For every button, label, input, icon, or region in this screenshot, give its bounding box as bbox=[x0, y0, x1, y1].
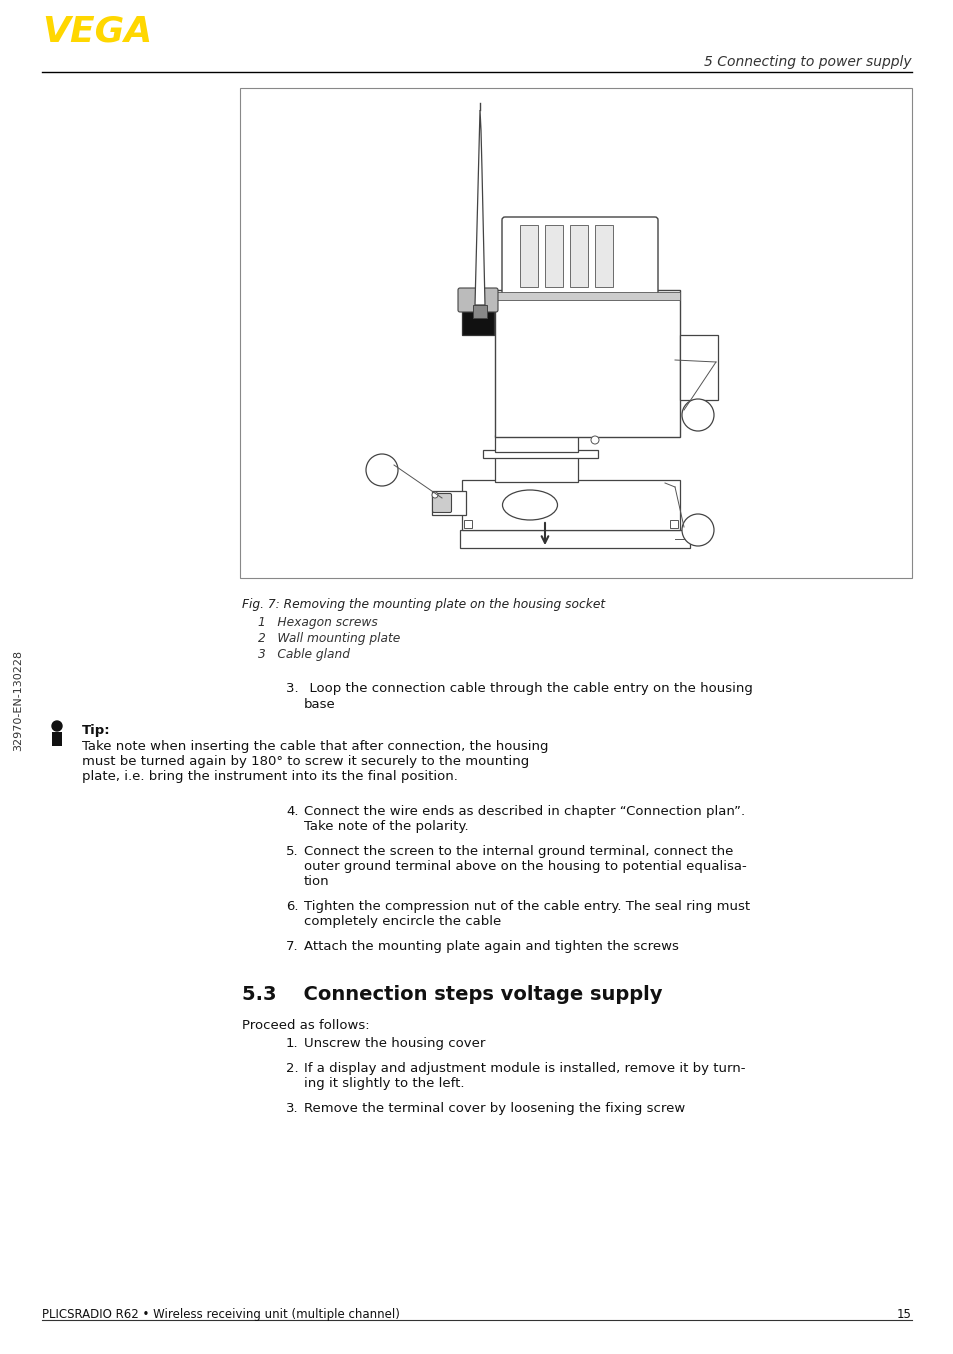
Text: 1.: 1. bbox=[286, 1037, 298, 1049]
Bar bbox=[459, 529, 689, 548]
Text: must be turned again by 180° to screw it securely to the mounting: must be turned again by 180° to screw it… bbox=[82, 756, 529, 768]
Text: VEGA: VEGA bbox=[42, 15, 152, 49]
Bar bbox=[544, 225, 562, 287]
Text: Remove the terminal cover by loosening the fixing screw: Remove the terminal cover by loosening t… bbox=[304, 1102, 684, 1114]
Text: Fig. 7: Removing the mounting plate on the housing socket: Fig. 7: Removing the mounting plate on t… bbox=[242, 598, 604, 611]
Text: 15: 15 bbox=[896, 1308, 911, 1322]
Text: Take note of the polarity.: Take note of the polarity. bbox=[304, 821, 468, 833]
Text: plate, i.e. bring the instrument into its the final position.: plate, i.e. bring the instrument into it… bbox=[82, 770, 457, 783]
Text: 6.: 6. bbox=[286, 900, 298, 913]
Circle shape bbox=[432, 492, 437, 498]
Text: Take note when inserting the cable that after connection, the housing: Take note when inserting the cable that … bbox=[82, 741, 548, 753]
FancyBboxPatch shape bbox=[432, 493, 451, 513]
Circle shape bbox=[52, 720, 62, 731]
Bar bbox=[679, 334, 718, 399]
Text: tion: tion bbox=[304, 875, 330, 888]
Text: Unscrew the housing cover: Unscrew the housing cover bbox=[304, 1037, 485, 1049]
Text: 2.: 2. bbox=[286, 1062, 298, 1075]
Text: Tip:: Tip: bbox=[82, 724, 111, 737]
Text: 4.: 4. bbox=[286, 806, 298, 818]
Bar bbox=[52, 733, 62, 746]
Bar bbox=[569, 225, 587, 287]
FancyBboxPatch shape bbox=[457, 288, 497, 311]
Bar bbox=[669, 520, 678, 528]
Text: If a display and adjustment module is installed, remove it by turn-: If a display and adjustment module is in… bbox=[304, 1062, 744, 1075]
Text: Connect the screen to the internal ground terminal, connect the: Connect the screen to the internal groun… bbox=[304, 845, 733, 858]
Circle shape bbox=[590, 436, 598, 444]
Circle shape bbox=[681, 399, 713, 431]
Bar bbox=[432, 492, 465, 515]
Bar bbox=[495, 292, 679, 301]
Text: 3.: 3. bbox=[286, 1102, 298, 1114]
Bar bbox=[495, 290, 679, 437]
Text: 5.: 5. bbox=[286, 845, 298, 858]
Text: 5.3    Connection steps voltage supply: 5.3 Connection steps voltage supply bbox=[242, 984, 661, 1005]
FancyBboxPatch shape bbox=[501, 217, 658, 295]
Bar bbox=[495, 458, 578, 482]
Text: 2   Wall mounting plate: 2 Wall mounting plate bbox=[257, 632, 400, 645]
Circle shape bbox=[366, 454, 397, 486]
Bar bbox=[461, 481, 679, 529]
Text: 32970-EN-130228: 32970-EN-130228 bbox=[13, 650, 23, 750]
Text: Connect the wire ends as described in chapter “Connection plan”.: Connect the wire ends as described in ch… bbox=[304, 806, 744, 818]
Text: outer ground terminal above on the housing to potential equalisa-: outer ground terminal above on the housi… bbox=[304, 860, 746, 873]
Bar bbox=[595, 225, 613, 287]
Bar bbox=[519, 225, 537, 287]
Text: Proceed as follows:: Proceed as follows: bbox=[242, 1020, 369, 1032]
Text: 3.  Loop the connection cable through the cable entry on the housing: 3. Loop the connection cable through the… bbox=[286, 682, 752, 695]
Text: Attach the mounting plate again and tighten the screws: Attach the mounting plate again and tigh… bbox=[304, 940, 679, 953]
Bar bbox=[495, 435, 578, 452]
Bar bbox=[482, 450, 598, 458]
Text: completely encircle the cable: completely encircle the cable bbox=[304, 915, 500, 927]
Polygon shape bbox=[475, 110, 484, 305]
Bar bbox=[473, 305, 486, 318]
Text: 7.: 7. bbox=[286, 940, 298, 953]
Text: base: base bbox=[304, 699, 335, 711]
Text: 3   Cable gland: 3 Cable gland bbox=[257, 649, 350, 661]
Bar bbox=[463, 520, 472, 528]
Ellipse shape bbox=[502, 490, 557, 520]
Text: Tighten the compression nut of the cable entry. The seal ring must: Tighten the compression nut of the cable… bbox=[304, 900, 749, 913]
Circle shape bbox=[681, 515, 713, 546]
Text: PLICSRADIO R62 • Wireless receiving unit (multiple channel): PLICSRADIO R62 • Wireless receiving unit… bbox=[42, 1308, 399, 1322]
Bar bbox=[461, 305, 494, 334]
Bar bbox=[240, 88, 911, 578]
Text: 1   Hexagon screws: 1 Hexagon screws bbox=[257, 616, 377, 630]
Text: 5 Connecting to power supply: 5 Connecting to power supply bbox=[703, 56, 911, 69]
Text: ing it slightly to the left.: ing it slightly to the left. bbox=[304, 1076, 464, 1090]
